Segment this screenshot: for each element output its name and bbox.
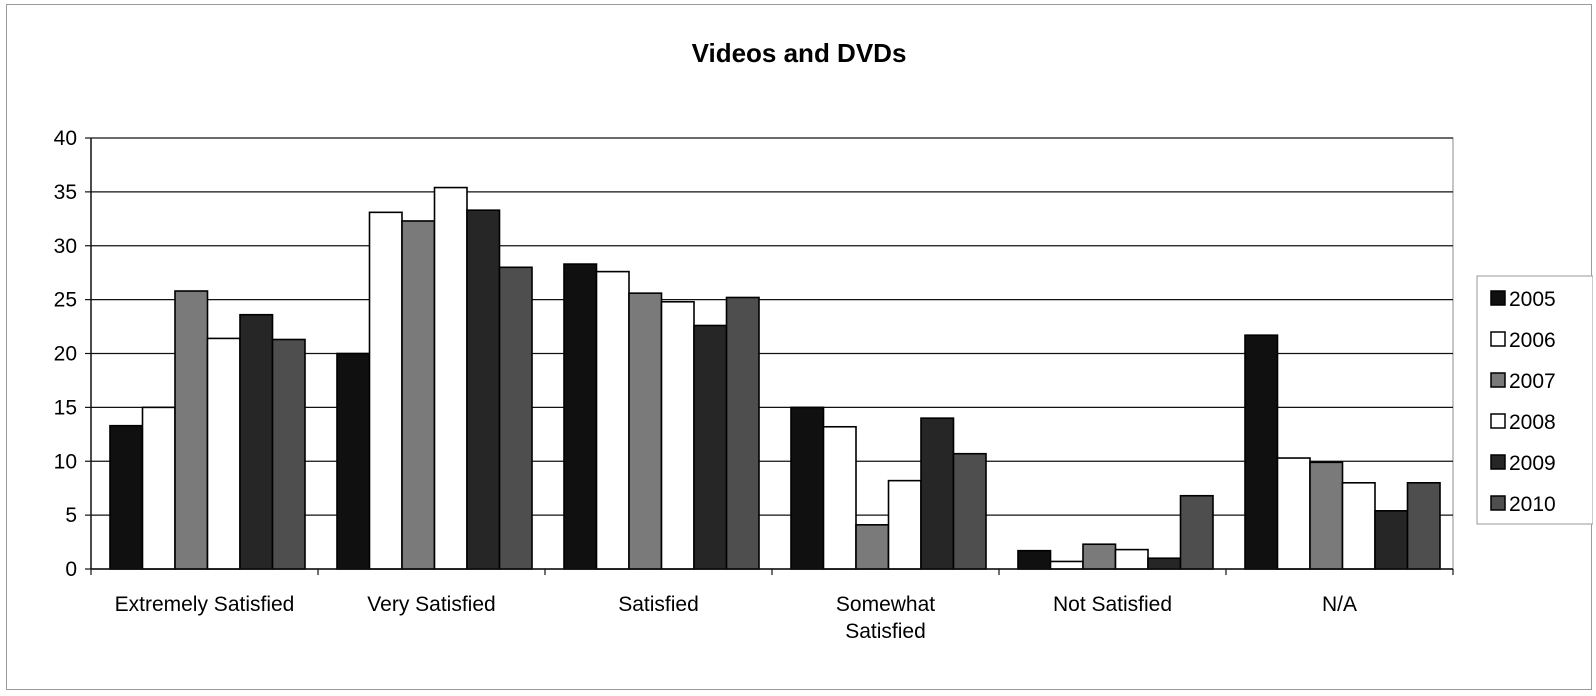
bar-2008-1 [433, 186, 468, 570]
bar-2010-4 [1179, 494, 1214, 570]
bar-2007-3 [855, 524, 890, 570]
y-tick-label: 25 [54, 289, 77, 312]
bar-2008-0 [206, 337, 241, 570]
legend-swatch-2005 [1490, 290, 1506, 306]
legend-label-2009: 2009 [1509, 452, 1556, 475]
chart-svg: Videos and DVDs 0 5 10 15 20 25 30 35 40 Extremel… [54, 38, 1593, 643]
bar-2009-1 [466, 209, 501, 570]
bar-2005-3 [790, 406, 825, 570]
bar-2006-0 [141, 406, 176, 570]
x-tick-label: Not Satisfied [1053, 593, 1172, 616]
bar-2009-3 [920, 417, 955, 570]
legend-swatch-2006 [1490, 331, 1506, 347]
x-tick-label: Somewhat [836, 593, 935, 616]
legend: 2005 2006 2007 2008 2009 2010 [1476, 275, 1593, 525]
y-tick-label: 20 [54, 343, 77, 366]
bar-2005-4 [1017, 549, 1052, 570]
bar-2006-5 [1276, 457, 1311, 570]
bar-2010-0 [271, 338, 306, 570]
bar-2006-1 [368, 211, 403, 570]
bar-2009-5 [1374, 510, 1409, 570]
legend-label-2007: 2007 [1509, 370, 1556, 393]
bar-2010-5 [1406, 481, 1441, 570]
bar-2009-4 [1147, 557, 1182, 570]
chart-frame: Videos and DVDs 0 5 10 15 20 25 30 35 40 Extremel… [6, 4, 1593, 690]
legend-label-2010: 2010 [1509, 493, 1556, 516]
y-tick-label: 0 [65, 558, 77, 581]
legend-label-2006: 2006 [1509, 329, 1556, 352]
bar-2007-1 [401, 220, 436, 570]
bar-2009-0 [239, 313, 274, 570]
bar-2007-4 [1082, 543, 1117, 570]
x-tick-label: Extremely Satisfied [115, 593, 295, 616]
legend-swatch-2007 [1490, 372, 1506, 388]
y-tick-label: 35 [54, 181, 77, 204]
bar-2006-2 [595, 270, 630, 570]
bar-2008-3 [887, 479, 922, 570]
legend-label-2008: 2008 [1509, 411, 1556, 434]
y-tick-label: 10 [54, 450, 77, 473]
axis-layer: 0 5 10 15 20 25 30 35 40 Extremely Satisfied Very … [54, 127, 1454, 643]
bar-2008-2 [660, 300, 695, 570]
x-tick-label: Satisfied [845, 620, 926, 643]
bar-2010-3 [952, 452, 987, 570]
legend-swatch-2009 [1490, 454, 1506, 470]
bar-2008-4 [1114, 548, 1149, 570]
bar-2005-5 [1244, 334, 1279, 570]
bar-2007-5 [1309, 461, 1344, 570]
bar-2009-2 [693, 324, 728, 570]
bar-2007-2 [628, 292, 663, 570]
bar-2010-1 [498, 266, 533, 570]
bar-2007-0 [174, 290, 209, 570]
bar-2005-0 [109, 424, 144, 570]
bar-2006-4 [1049, 560, 1084, 570]
y-tick-label: 5 [65, 504, 77, 527]
y-tick-label: 15 [54, 396, 77, 419]
x-tick-label: Satisfied [618, 593, 699, 616]
y-tick-label: 30 [54, 235, 77, 258]
bar-2005-2 [563, 263, 598, 570]
x-tick-label: N/A [1322, 593, 1357, 616]
bar-2008-5 [1341, 481, 1376, 570]
legend-swatch-2008 [1490, 413, 1506, 429]
legend-swatch-2010 [1490, 495, 1506, 511]
bar-2005-1 [336, 352, 371, 570]
bar-2006-3 [822, 425, 857, 570]
legend-box [1476, 275, 1593, 525]
chart-title: Videos and DVDs [692, 38, 907, 68]
x-tick-label: Very Satisfied [367, 593, 495, 616]
bars-layer [109, 186, 1441, 570]
legend-label-2005: 2005 [1509, 288, 1556, 311]
bar-2010-2 [725, 296, 760, 570]
y-tick-label: 40 [54, 127, 77, 150]
